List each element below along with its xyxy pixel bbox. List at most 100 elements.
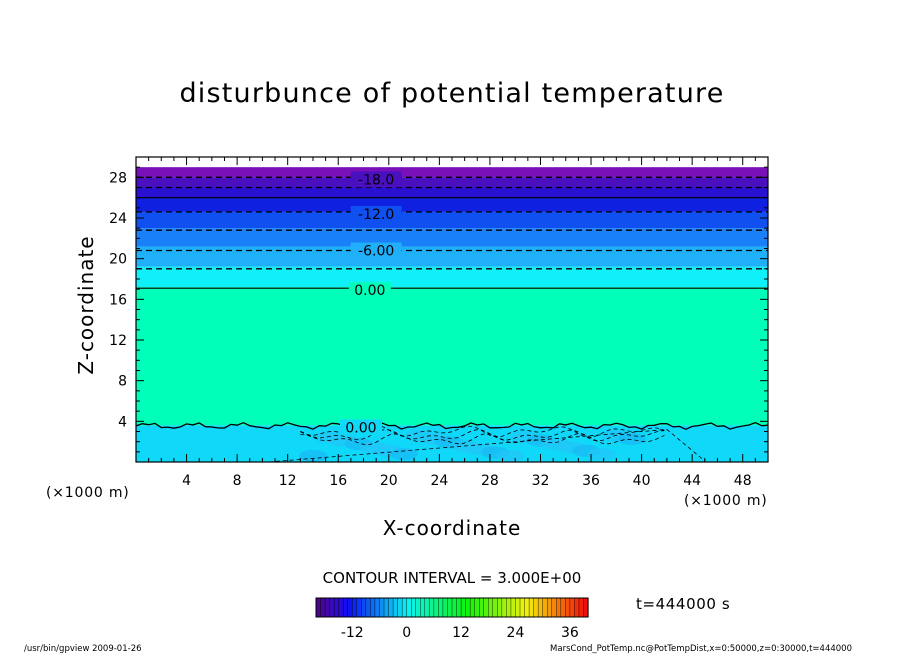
colorbar-cell [537,597,544,618]
colorbar-cell [420,597,426,618]
colorbar-cell [492,597,498,618]
colorbar-cell [569,597,575,618]
contour-line-dashed-lower [268,429,706,463]
contour-label-bg [339,419,382,436]
x-axis-label: X-coordinate [383,516,522,540]
y-tick-label: 28 [109,170,127,186]
y-tick-label: 12 [109,333,127,349]
colorbar-cell [365,597,372,618]
colorbar-tick-label: 36 [561,625,579,641]
y-axis-label: Z-coordinate [74,235,98,374]
color-band [136,266,768,288]
contour-interval-text: CONTOUR INTERVAL = 3.000E+00 [323,569,582,587]
colorbar-cell [315,597,322,618]
x-tick-label: 48 [734,473,752,489]
colorbar-cell [456,597,462,618]
x-tick-label: 28 [481,473,499,489]
colorbar-tick-label: 0 [402,625,411,641]
colorbar-cell [352,597,358,618]
y-tick-label: 4 [118,414,127,430]
colorbar-cell [429,597,435,618]
x-unit-left: (×1000 m) [46,485,130,501]
x-tick-label: 44 [683,473,701,489]
colorbar-cell [574,597,580,618]
colorbar-cell [388,597,394,618]
colorbar-cell [424,597,430,618]
y-tick-label: 20 [109,252,127,268]
colorbar-cell [333,597,340,618]
x-tick-label: 36 [582,473,600,489]
colorbar-cell [379,597,385,618]
x-tick-label: 12 [279,473,297,489]
x-tick-label: 8 [233,473,242,489]
color-band [136,211,768,229]
contour-line-surface [135,421,769,431]
colorbar-cell [515,597,521,618]
color-band [136,167,768,178]
colorbar-cell [415,597,421,618]
colorbar-cell [474,597,480,618]
colorbar-cell [578,597,585,618]
colorbar-cell [397,597,403,618]
colorbar-tick-label: -12 [341,625,364,641]
contour-line-dashed-lower [300,425,665,438]
contour-label-bg [348,282,391,299]
colorbar-cell [356,597,362,618]
y-tick-label: 24 [109,211,127,227]
colorbar-cell [392,597,399,618]
contour-line-dashed-lower [300,429,665,442]
colorbar-cell [324,597,331,618]
contour-label: 0.00 [345,420,376,436]
color-band [136,187,768,198]
footer-left: /usr/bin/gpview 2009-01-26 [24,644,142,654]
y-tick-label: 16 [109,292,127,308]
colorbar-cell [469,597,476,618]
colorbar-cell [528,597,535,618]
colorbar-cell [465,597,471,618]
colorbar-cell [361,597,367,618]
colorbar-tick-label: 12 [452,625,470,641]
colorbar-cell [551,597,557,618]
colorbar-cell [374,597,381,618]
colorbar-cell [347,597,353,618]
x-tick-label: 32 [532,473,550,489]
footer-right: MarsCond_PotTemp.nc@PotTempDist,x=0:5000… [550,644,852,654]
contour-label: -12.0 [358,207,394,223]
colorbar-cell [370,597,376,618]
colorbar-frame [315,597,589,618]
colorbar-tick-label: 24 [507,625,525,641]
colorbar-cell [542,597,548,618]
colorbar-cell [488,597,494,618]
colorbar-cell [447,597,453,618]
color-band [136,287,768,426]
color-band [136,197,768,212]
field-patch [587,448,616,461]
colorbar: -12 0 12 24 36 [315,597,589,641]
colorbar-cell [501,597,508,618]
color-band [136,246,768,267]
colorbar-cell [524,597,530,618]
colorbar-cell [533,597,539,618]
colorbar-cell [401,597,408,618]
contour-label: -18.0 [358,172,394,188]
colorbar-cell [560,597,566,618]
contour-label-bg [350,171,402,188]
color-band [136,228,768,247]
x-tick-label: 20 [380,473,398,489]
colorbar-cell [556,597,562,618]
contour-label: 0.00 [354,283,385,299]
colorbar-cell [519,597,526,618]
chart-title: disturbunce of potential temperature [179,78,724,109]
colorbar-cell [338,597,344,618]
x-unit-right: (×1000 m) [684,493,768,509]
contour-label: -6.00 [358,244,394,260]
contour-line-dashed-lower [300,433,665,446]
time-label: t=444000 s [636,595,730,613]
colorbar-cell [451,597,458,618]
colorbar-cell [442,597,449,618]
colorbar-cell [547,597,553,618]
colorbar-cell [406,597,412,618]
colorbar-cell [506,597,512,618]
field-patch [496,449,525,462]
